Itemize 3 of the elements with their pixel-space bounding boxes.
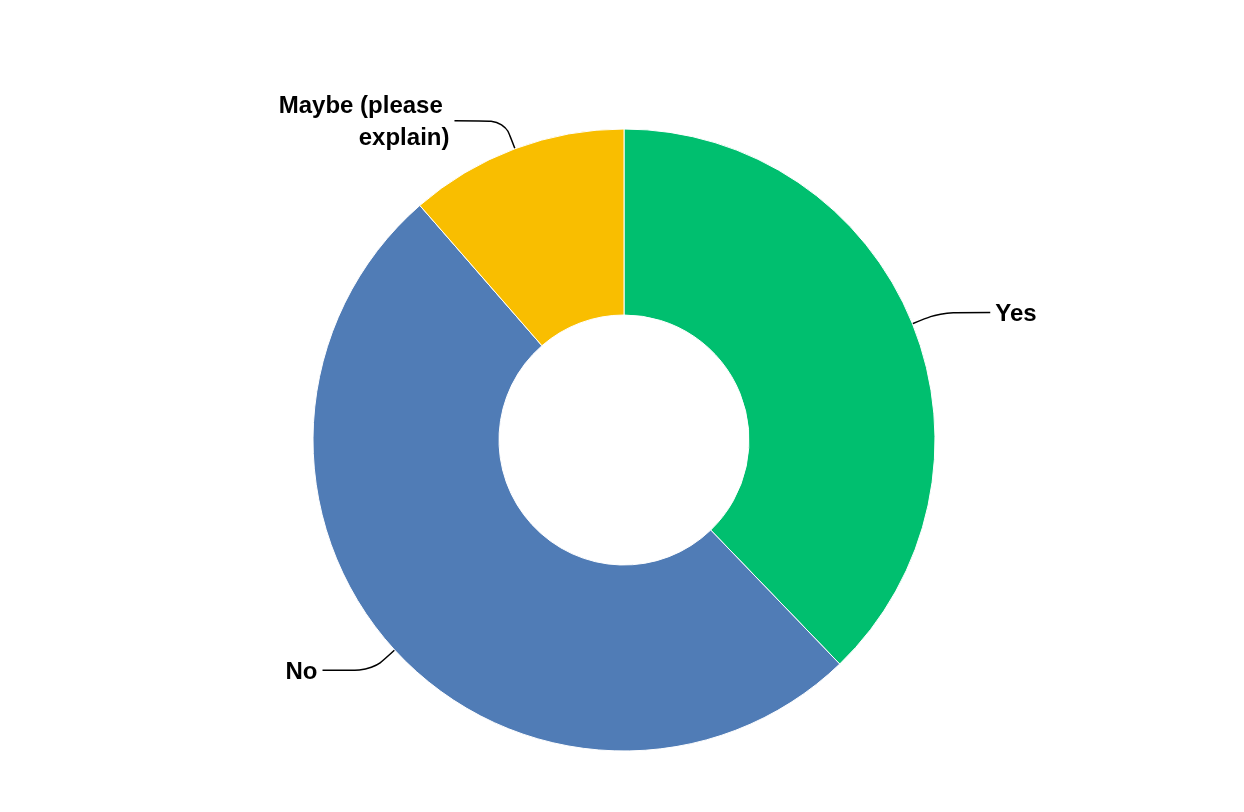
slice-label: Yes: [995, 298, 1037, 326]
slice-label: No: [285, 656, 318, 684]
slice-label: Maybe (please explain): [278, 91, 450, 151]
